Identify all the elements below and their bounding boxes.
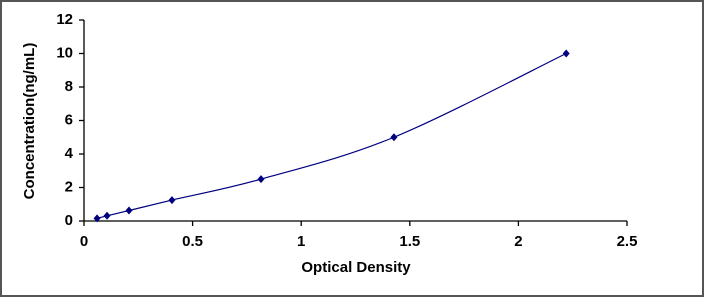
- y-tick-label: 10: [56, 44, 73, 61]
- x-tick-label: 0: [80, 233, 88, 250]
- point: [168, 196, 176, 205]
- y-tick-label: 0: [65, 212, 73, 229]
- x-tick-label: 1: [297, 233, 305, 250]
- y-tick-label: 12: [56, 11, 73, 28]
- y-axis-title: Concentration(ng/mL): [21, 43, 38, 200]
- point: [93, 214, 101, 223]
- y-tick-label: 4: [65, 145, 74, 162]
- y-tick-label: 2: [65, 178, 73, 195]
- x-tick-label: 0.5: [182, 233, 203, 250]
- point: [390, 133, 398, 142]
- point: [257, 175, 265, 184]
- point: [103, 211, 111, 220]
- y-tick-label: 8: [65, 78, 73, 95]
- point: [562, 49, 570, 58]
- x-axis-title: Optical Density: [301, 259, 411, 276]
- y-tick-label: 6: [65, 111, 73, 128]
- x-tick-label: 2: [514, 233, 522, 250]
- point: [125, 206, 133, 215]
- x-tick-label: 1.5: [399, 233, 420, 250]
- x-tick-label: 2.5: [617, 233, 638, 250]
